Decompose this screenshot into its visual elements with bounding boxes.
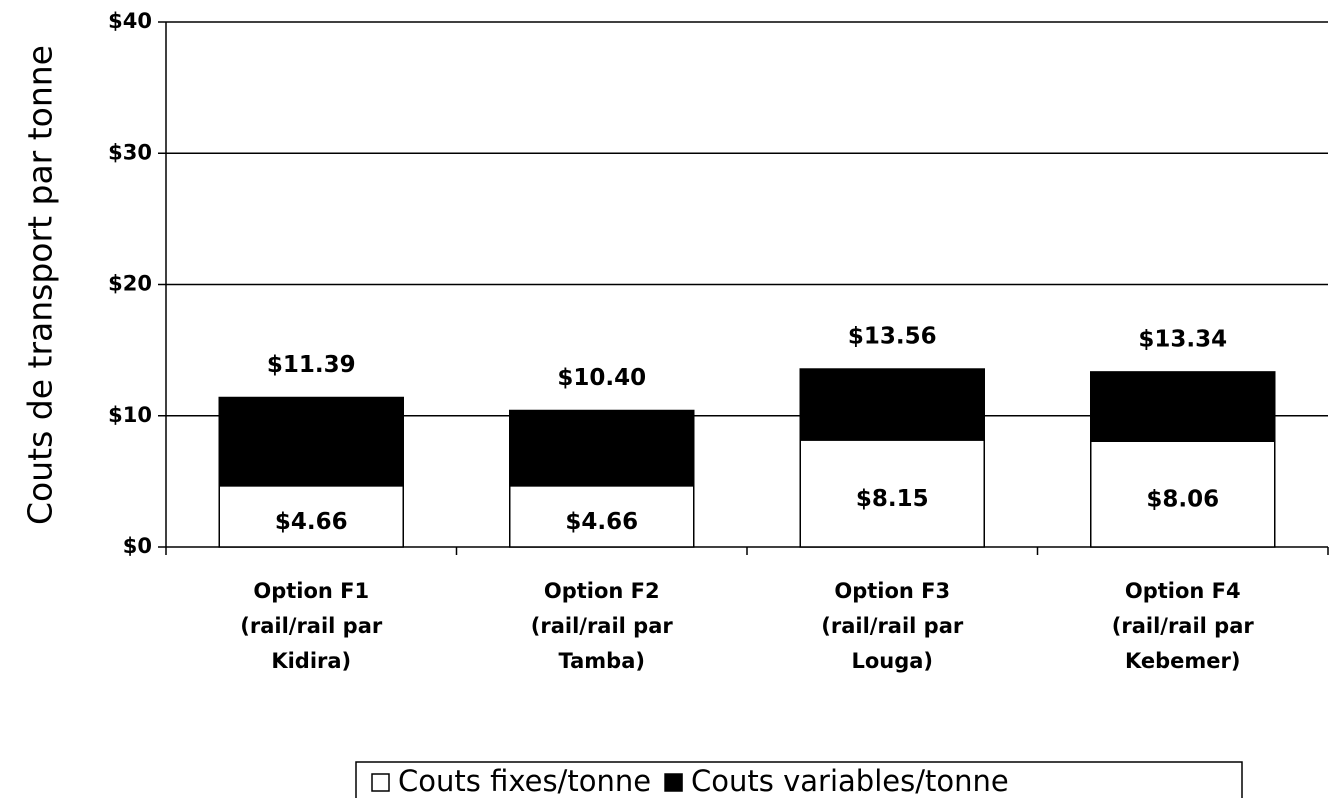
- x-tick-label: Option F2 (rail/rail par Tamba): [531, 579, 674, 673]
- bar-segment: [799, 439, 985, 548]
- x-tick-label-line: Kebemer): [1125, 649, 1241, 673]
- value-label: $4.66: [275, 509, 348, 535]
- x-tick-label-line: Option F2: [544, 579, 660, 603]
- y-tick-label: $30: [108, 140, 152, 164]
- x-tick-label: Option F4 (rail/rail par Kebemer): [1112, 579, 1255, 673]
- x-tick-label-line: (rail/rail par: [531, 614, 674, 638]
- y-tick-label: $0: [123, 534, 152, 558]
- value-label: $8.06: [1146, 487, 1219, 513]
- x-tick-label-line: Option F3: [834, 579, 950, 603]
- x-tick-label-line: Kidira): [271, 649, 351, 673]
- legend-swatch: [664, 773, 683, 792]
- x-tick-label-line: (rail/rail par: [1112, 614, 1255, 638]
- y-tick-label: $10: [108, 403, 152, 427]
- y-axis-label: Couts de transport par tonne: [21, 45, 60, 525]
- bar-segment: [509, 485, 695, 548]
- y-tick-label: $40: [108, 9, 152, 33]
- total-label: $10.40: [557, 365, 646, 391]
- legend-label: Couts fixes/tonne: [398, 764, 651, 798]
- bar-segment: [799, 368, 985, 441]
- legend-box: [355, 761, 1243, 798]
- x-tick-label-line: Louga): [851, 649, 933, 673]
- x-tick-label: Option F1 (rail/rail par Kidira): [240, 579, 383, 673]
- total-label: $13.56: [848, 324, 937, 350]
- x-tick-label-line: (rail/rail par: [240, 614, 383, 638]
- x-tick-label: Option F3 (rail/rail par Louga): [821, 579, 964, 673]
- x-tick-label-line: Option F4: [1125, 579, 1241, 603]
- bar-segment: [509, 409, 695, 487]
- total-label: $13.34: [1138, 326, 1227, 352]
- x-tick-label-line: (rail/rail par: [821, 614, 964, 638]
- x-tick-label-line: Tamba): [559, 649, 645, 673]
- x-tick-label-line: Option F1: [253, 579, 369, 603]
- bar-segment: [218, 485, 404, 548]
- bar-segment: [1090, 371, 1276, 442]
- legend-swatch: [371, 773, 390, 792]
- bar-segment: [218, 396, 404, 487]
- value-label: $4.66: [565, 509, 638, 535]
- total-label: $11.39: [267, 352, 356, 378]
- legend-label: Couts variables/tonne: [691, 764, 1009, 798]
- bar-segment: [1090, 440, 1276, 548]
- y-tick-label: $20: [108, 272, 152, 296]
- value-label: $8.15: [856, 486, 929, 512]
